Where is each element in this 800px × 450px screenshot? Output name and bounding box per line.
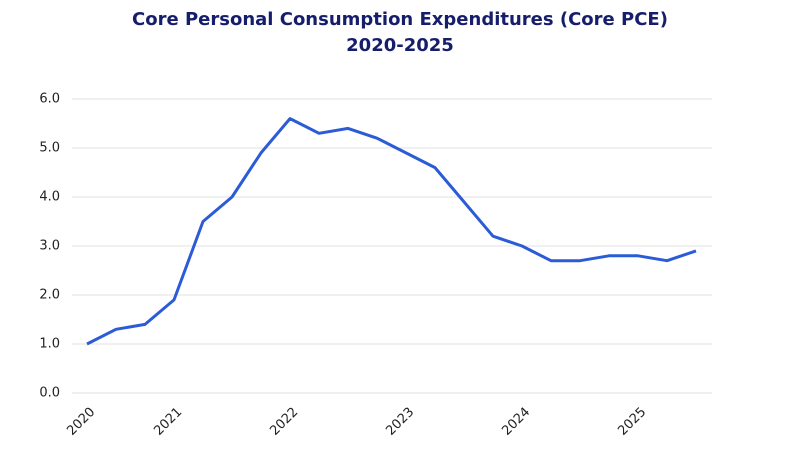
- line: [86, 117, 697, 346]
- chart-subtitle: 2020-2025: [346, 35, 454, 56]
- y-tick-label: 4.0: [39, 190, 60, 205]
- chart-title: Core Personal Consumption Expenditures (…: [132, 9, 668, 30]
- y-tick-label: 2.0: [39, 288, 60, 303]
- y-tick-label: 1.0: [39, 337, 60, 352]
- x-tick-label: 2025: [615, 405, 649, 439]
- y-tick-label: 3.0: [39, 239, 60, 254]
- x-tick-label: 2021: [151, 405, 185, 439]
- y-tick-label: 5.0: [39, 141, 60, 156]
- x-tick-label: 2020: [64, 405, 98, 439]
- y-tick-label: 0.0: [39, 386, 60, 401]
- x-tick-label: 2022: [267, 405, 301, 439]
- x-tick-label: 2023: [383, 405, 417, 439]
- y-tick-label: 6.0: [39, 92, 60, 107]
- x-tick-label: 2024: [499, 405, 533, 439]
